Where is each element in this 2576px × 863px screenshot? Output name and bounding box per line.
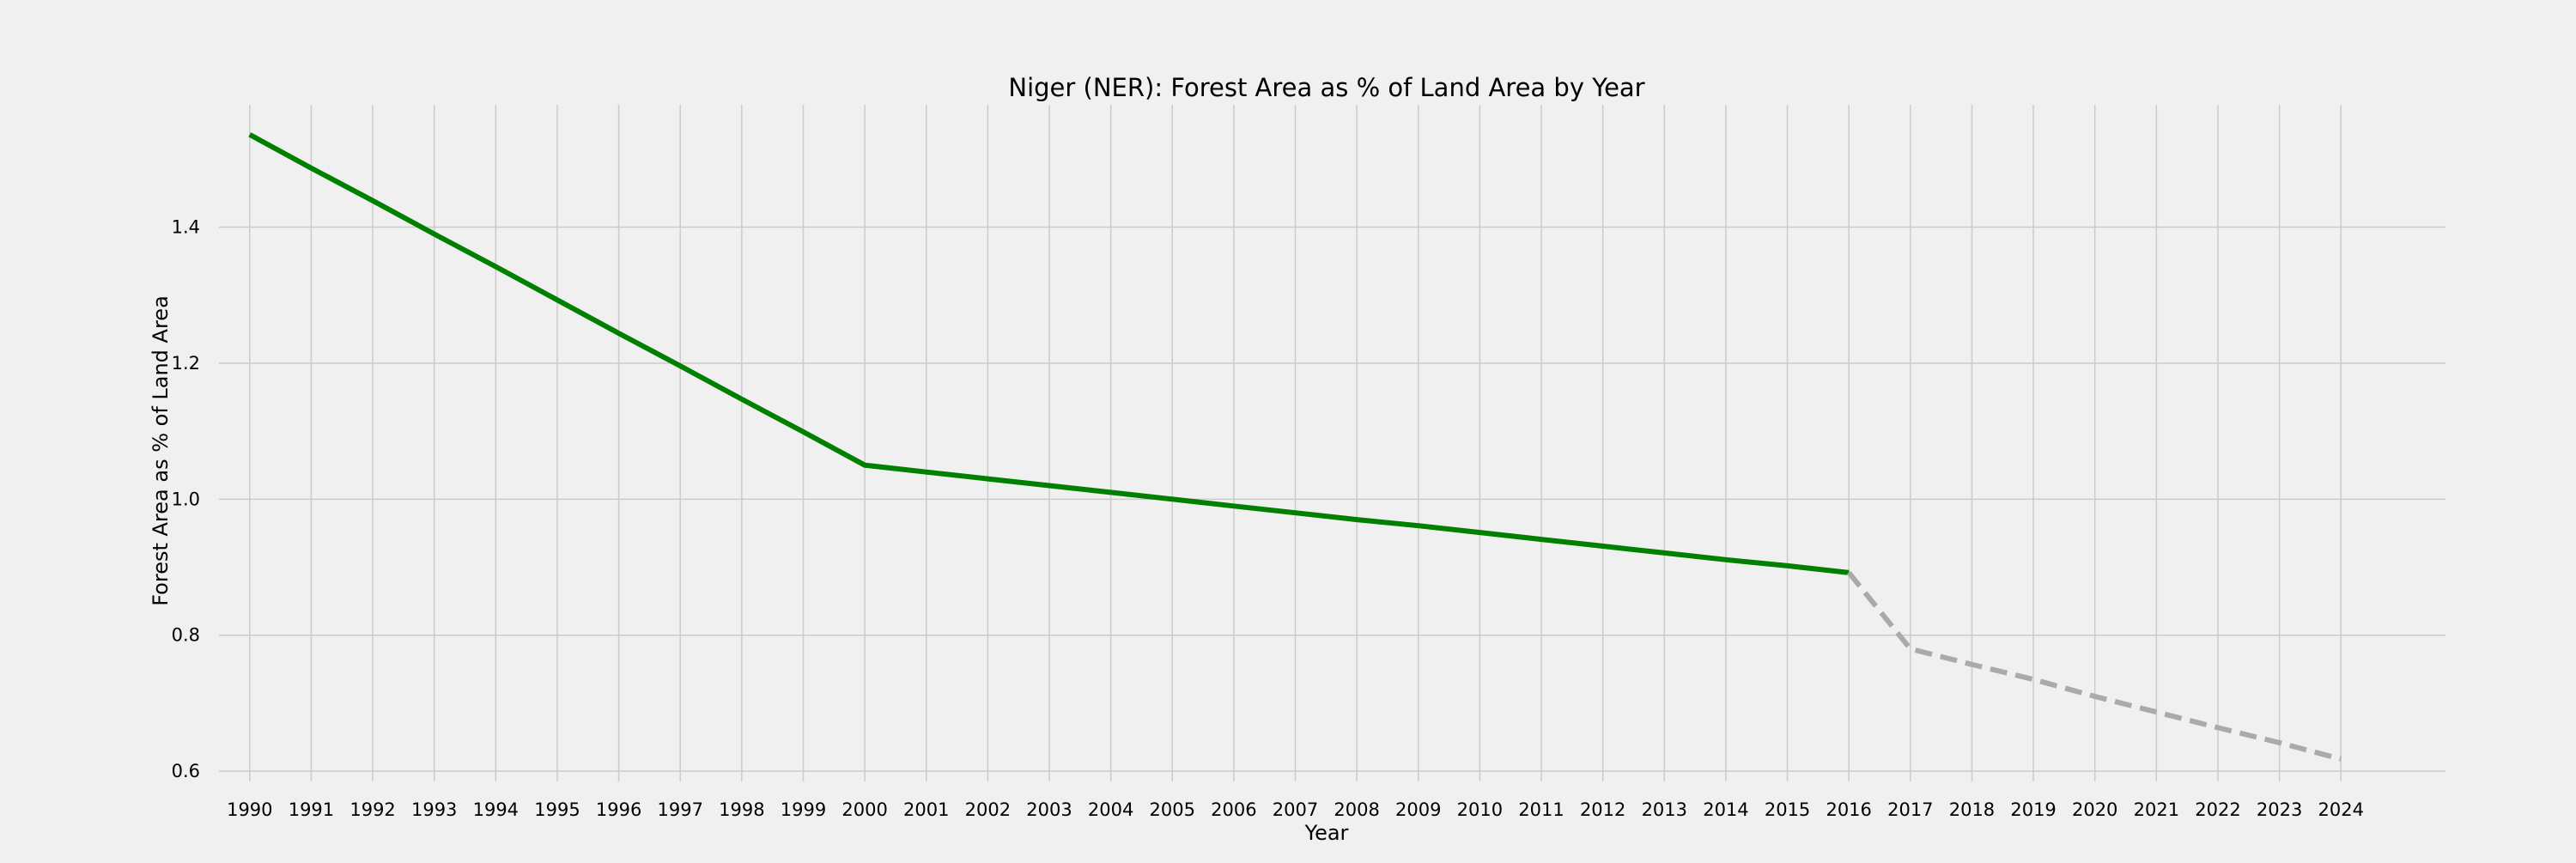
- x-tick-label-2012: 2012: [1580, 799, 1625, 820]
- x-tick-label-2022: 2022: [2195, 799, 2240, 820]
- x-tick-label-1998: 1998: [719, 799, 764, 820]
- x-tick-label-2020: 2020: [2072, 799, 2117, 820]
- x-tick-label-1994: 1994: [473, 799, 519, 820]
- x-tick-label-2002: 2002: [965, 799, 1011, 820]
- y-tick-label-1.4: 1.4: [172, 217, 200, 238]
- x-tick-label-2015: 2015: [1765, 799, 1810, 820]
- x-tick-label-2011: 2011: [1518, 799, 1564, 820]
- x-tick-label-2010: 2010: [1457, 799, 1503, 820]
- x-tick-label-1997: 1997: [657, 799, 702, 820]
- x-tick-label-1990: 1990: [227, 799, 272, 820]
- x-tick-label-2009: 2009: [1395, 799, 1441, 820]
- x-tick-label-2003: 2003: [1026, 799, 1072, 820]
- x-tick-label-1993: 1993: [411, 799, 457, 820]
- x-tick-label-1995: 1995: [534, 799, 580, 820]
- y-tick-label-0.8: 0.8: [172, 625, 200, 646]
- x-tick-label-2004: 2004: [1088, 799, 1133, 820]
- projection-series-line: [1846, 571, 2342, 762]
- x-tick-label-2014: 2014: [1703, 799, 1748, 820]
- x-tick-label-2017: 2017: [1887, 799, 1933, 820]
- x-tick-label-2005: 2005: [1150, 799, 1195, 820]
- x-tick-label-2007: 2007: [1273, 799, 1318, 820]
- x-axis-title: Year: [1304, 821, 1349, 845]
- x-tick-label-1999: 1999: [781, 799, 826, 820]
- x-tick-label-1991: 1991: [289, 799, 334, 820]
- grid-layer: [219, 105, 2445, 781]
- tick-layer: 1990 1991 1992 1993 1994 1995 1996 1997 1998 1999…: [172, 217, 2364, 820]
- y-axis-title: Forest Area as % of Land Area: [149, 295, 173, 606]
- y-tick-label-0.6: 0.6: [172, 761, 200, 781]
- x-tick-label-2024: 2024: [2318, 799, 2364, 820]
- x-tick-label-2001: 2001: [903, 799, 949, 820]
- x-tick-label-2016: 2016: [1826, 799, 1871, 820]
- x-tick-label-2000: 2000: [841, 799, 887, 820]
- x-tick-label-2019: 2019: [2010, 799, 2056, 820]
- y-tick-label-1.0: 1.0: [172, 489, 200, 509]
- x-tick-label-2018: 2018: [1949, 799, 1995, 820]
- x-tick-label-2008: 2008: [1334, 799, 1379, 820]
- series-layer: [248, 132, 2342, 762]
- x-tick-label-2013: 2013: [1642, 799, 1687, 820]
- y-tick-label-1.2: 1.2: [172, 353, 200, 374]
- x-tick-label-1996: 1996: [596, 799, 641, 820]
- forest-area-series-line: [248, 132, 1850, 575]
- x-tick-label-2023: 2023: [2257, 799, 2302, 820]
- chart-title: Niger (NER): Forest Area as % of Land Ar…: [1008, 73, 1644, 102]
- x-tick-label-2006: 2006: [1211, 799, 1256, 820]
- x-tick-label-1992: 1992: [349, 799, 395, 820]
- x-tick-label-2021: 2021: [2134, 799, 2179, 820]
